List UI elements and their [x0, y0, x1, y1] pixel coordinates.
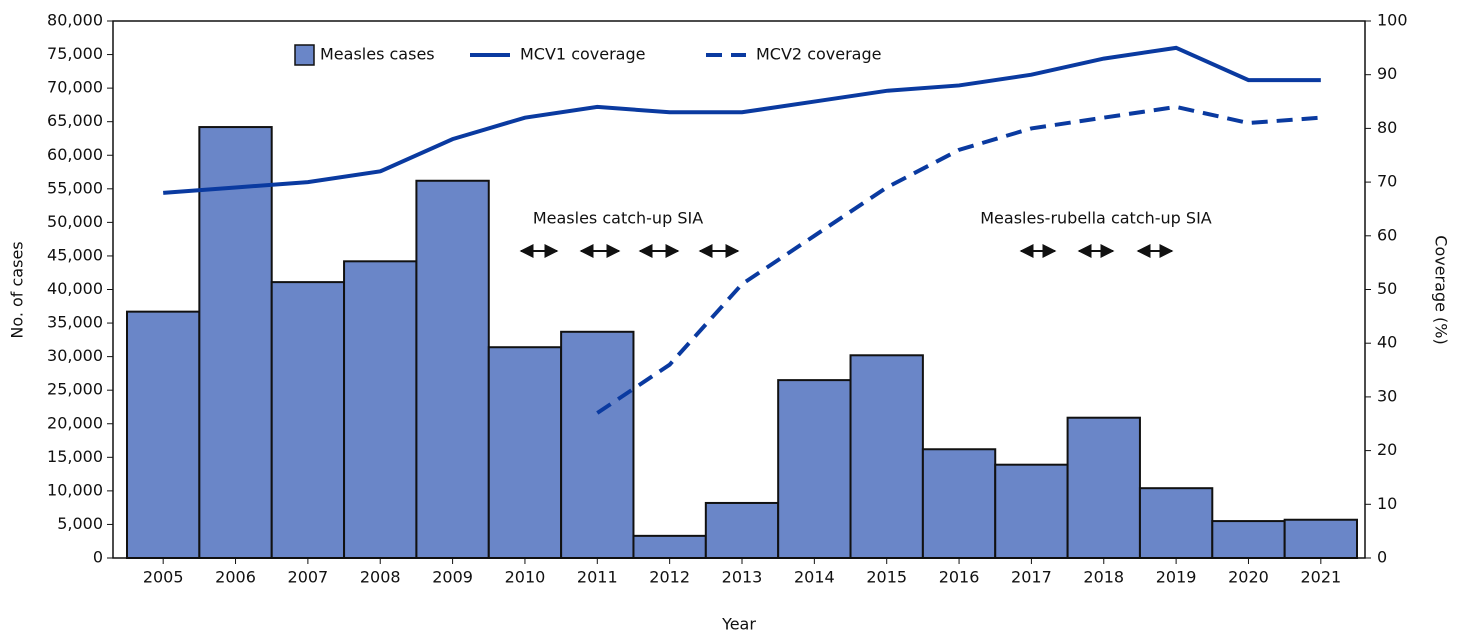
x-tick-label: 2016 — [939, 568, 980, 587]
x-tick-label: 2015 — [866, 568, 907, 587]
bar — [487, 346, 563, 560]
y-tick-label: 20,000 — [47, 413, 103, 432]
bar — [849, 354, 924, 559]
bar — [632, 534, 707, 560]
bar — [1283, 518, 1359, 560]
x-tick-label: 2006 — [215, 568, 256, 587]
line — [163, 45, 1321, 195]
x-tick-label: 2007 — [288, 568, 329, 587]
y-tick-label: 15,000 — [47, 447, 103, 466]
y-tick-label: 30,000 — [47, 346, 103, 365]
x-axis-label: Year — [721, 615, 756, 634]
bar — [343, 260, 418, 559]
y-tick-label: 45,000 — [47, 245, 103, 264]
legend-label: MCV1 coverage — [520, 45, 645, 64]
bar — [1138, 487, 1214, 559]
y-tick-label: 25,000 — [47, 380, 103, 399]
x-tick-label: 2008 — [360, 568, 401, 587]
y-tick-label: 70,000 — [47, 78, 103, 97]
x-tick-label: 2020 — [1228, 568, 1269, 587]
y2-tick-label: 70 — [1377, 172, 1397, 191]
x-tick-label: 2009 — [432, 568, 473, 587]
y2-tick-label: 50 — [1377, 279, 1397, 298]
bar — [921, 448, 997, 560]
y-tick-label: 0 — [93, 548, 103, 567]
y-tick-label: 5,000 — [57, 514, 103, 533]
bar — [1211, 520, 1286, 559]
y2-tick-label: 40 — [1377, 333, 1397, 352]
y-axis-label: No. of cases — [8, 241, 27, 338]
x-tick-label: 2018 — [1083, 568, 1124, 587]
bar — [994, 463, 1069, 560]
x-tick-label: 2005 — [143, 568, 184, 587]
bar — [270, 281, 346, 559]
x-tick-label: 2017 — [1011, 568, 1052, 587]
y2-tick-label: 100 — [1377, 11, 1408, 30]
x-tick-label: 2021 — [1300, 568, 1341, 587]
bar — [1066, 416, 1141, 559]
legend-label: Measles cases — [320, 45, 435, 64]
line — [596, 104, 1321, 415]
y-tick-label: 60,000 — [47, 145, 103, 164]
y-tick-label: 35,000 — [47, 313, 103, 332]
legend-swatch — [294, 44, 315, 66]
annotation: Measles-rubella catch-up SIA — [980, 209, 1212, 228]
bar — [415, 179, 490, 559]
x-tick-label: 2013 — [722, 568, 763, 587]
y-tick-label: 55,000 — [47, 178, 103, 197]
legend-label: MCV2 coverage — [756, 45, 881, 64]
y2-tick-label: 30 — [1377, 386, 1397, 405]
bar — [126, 310, 201, 559]
x-tick-label: 2011 — [577, 568, 618, 587]
y2-tick-label: 80 — [1377, 118, 1397, 137]
y-tick-label: 10,000 — [47, 480, 103, 499]
y-tick-label: 65,000 — [47, 111, 103, 130]
y2-tick-label: 20 — [1377, 440, 1397, 459]
y2-axis-label: Coverage (%) — [1432, 235, 1451, 344]
y2-tick-label: 0 — [1377, 548, 1387, 567]
x-tick-label: 2014 — [794, 568, 835, 587]
x-tick-label: 2019 — [1156, 568, 1197, 587]
y2-tick-label: 10 — [1377, 494, 1397, 513]
plot-frame — [112, 20, 1366, 559]
y-tick-label: 75,000 — [47, 44, 103, 63]
x-tick-label: 2010 — [505, 568, 546, 587]
x-tick-label: 2012 — [649, 568, 690, 587]
bar — [777, 379, 852, 559]
bar — [704, 501, 780, 559]
annotation: Measles catch-up SIA — [533, 209, 703, 228]
y-tick-label: 80,000 — [47, 11, 103, 30]
y-tick-label: 50,000 — [47, 212, 103, 231]
y2-tick-label: 60 — [1377, 225, 1397, 244]
bar — [560, 330, 635, 559]
y2-tick-label: 90 — [1377, 64, 1397, 83]
bar — [198, 126, 273, 560]
y-tick-label: 40,000 — [47, 279, 103, 298]
